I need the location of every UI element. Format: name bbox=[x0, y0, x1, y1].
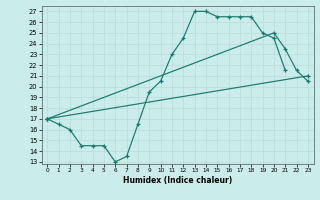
X-axis label: Humidex (Indice chaleur): Humidex (Indice chaleur) bbox=[123, 176, 232, 185]
